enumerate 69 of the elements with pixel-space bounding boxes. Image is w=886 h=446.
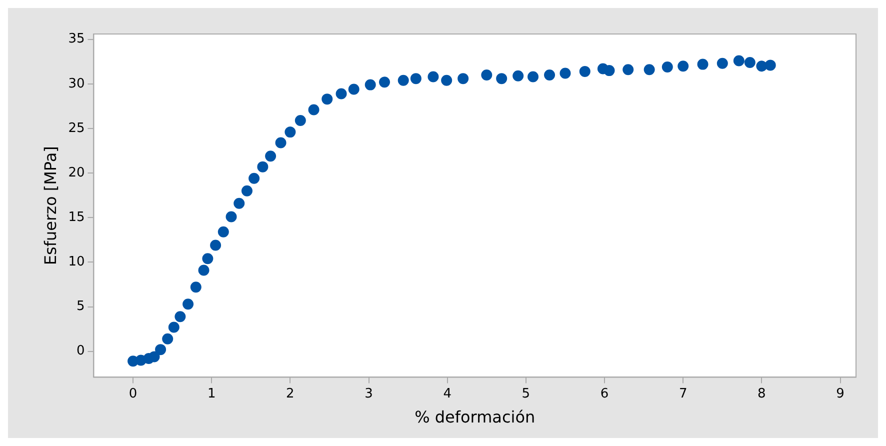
- point: [322, 94, 333, 105]
- point: [308, 104, 320, 116]
- point: [764, 60, 776, 71]
- x-axis-title: % deformación: [414, 408, 536, 427]
- x-tick-label: 5: [522, 386, 530, 402]
- point: [678, 60, 689, 72]
- x-tick-label: 8: [758, 386, 766, 402]
- point: [168, 322, 180, 333]
- point: [579, 66, 590, 77]
- y-tick-label: 5: [76, 299, 85, 314]
- point: [336, 88, 347, 100]
- point: [496, 73, 508, 84]
- point: [744, 57, 756, 68]
- point: [182, 298, 194, 310]
- point: [458, 73, 469, 84]
- point: [226, 211, 237, 222]
- point: [398, 74, 409, 86]
- x-tick-label: 4: [443, 386, 452, 402]
- point: [379, 76, 390, 88]
- point: [190, 282, 202, 293]
- x-tick-label: 6: [600, 386, 609, 402]
- point: [284, 126, 296, 138]
- y-tick-label: 0: [76, 344, 85, 359]
- point: [622, 64, 634, 76]
- point: [198, 264, 210, 276]
- x-tick-label: 3: [364, 386, 373, 402]
- point: [441, 74, 452, 86]
- x-tick-label: 0: [128, 386, 138, 402]
- point: [410, 73, 422, 84]
- point: [756, 60, 768, 72]
- point: [697, 58, 708, 70]
- point: [644, 64, 655, 76]
- point: [218, 226, 229, 238]
- x-tick-label: 7: [678, 386, 688, 402]
- point: [481, 70, 492, 81]
- point: [162, 333, 174, 344]
- point: [348, 84, 360, 95]
- point: [265, 150, 276, 162]
- point: [294, 114, 306, 126]
- y-tick-label: 20: [68, 165, 85, 180]
- y-tick-label: 15: [68, 210, 85, 226]
- point: [248, 172, 260, 184]
- x-tick-label: 1: [207, 386, 216, 402]
- point: [155, 344, 166, 356]
- x-tick-label: 9: [836, 386, 844, 402]
- point: [364, 79, 376, 90]
- point: [733, 55, 744, 66]
- y-tick-label: 30: [68, 76, 85, 92]
- y-tick-label: 25: [68, 120, 85, 136]
- point: [202, 253, 214, 264]
- point: [241, 185, 252, 196]
- point: [275, 137, 286, 148]
- point: [257, 161, 268, 172]
- point: [174, 311, 186, 322]
- point: [528, 71, 539, 82]
- point: [428, 71, 439, 82]
- point: [234, 198, 245, 209]
- y-axis-title: Esfuerzo [MPa]: [40, 146, 60, 266]
- point: [148, 351, 160, 362]
- y-tick-label: 10: [68, 254, 85, 270]
- point: [604, 65, 615, 76]
- point: [512, 70, 524, 82]
- point: [662, 61, 673, 72]
- point: [544, 70, 556, 81]
- point: [560, 68, 571, 79]
- point: [210, 240, 222, 251]
- point: [716, 58, 728, 69]
- y-tick-label: 35: [68, 32, 85, 47]
- x-tick-label: 2: [286, 386, 294, 402]
